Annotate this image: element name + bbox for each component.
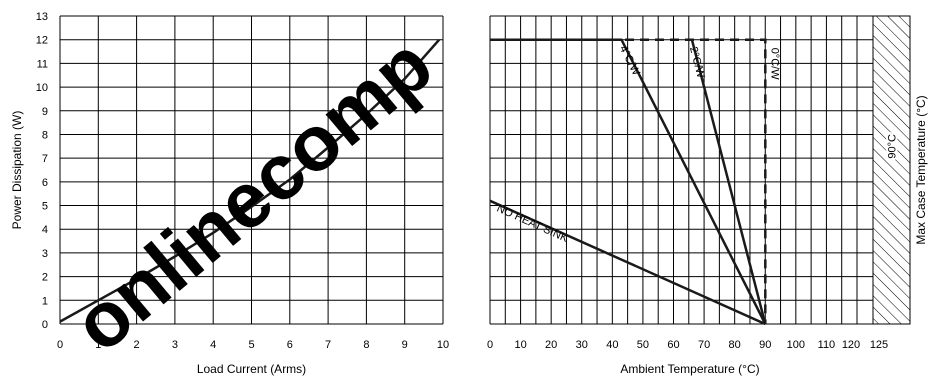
right-chart-hatched-region-label: 90°C: [887, 134, 899, 159]
right-chart-hatched-region: [872, 15, 911, 325]
left-chart-grid: [59, 15, 444, 325]
x-tick-label: 9: [402, 339, 408, 351]
y-tick-label: 13: [36, 11, 48, 23]
x-tick-label: 5: [248, 339, 254, 351]
x-tick-label: 8: [363, 339, 369, 351]
y-tick-label: 0: [42, 319, 48, 331]
x-tick-label: 110: [818, 339, 836, 351]
series-label-no-heat-sink: NO HEAT SINK: [495, 203, 570, 246]
y-tick-label: 10: [36, 82, 48, 94]
x-tick-label: 70: [698, 339, 710, 351]
y-tick-label: 3: [42, 248, 48, 260]
y-tick-label: 2: [42, 272, 48, 284]
left-chart-x-axis-label: Load Current (Arms): [197, 362, 306, 376]
x-tick-label: 7: [325, 339, 331, 351]
y-tick-label: 11: [37, 58, 48, 70]
x-tick-label: 4: [210, 339, 216, 351]
x-tick-label: 20: [545, 339, 557, 351]
y-tick-label: 8: [42, 129, 48, 141]
x-tick-label: 3: [172, 339, 178, 351]
x-tick-label: 120: [842, 339, 860, 351]
watermark: onlinecomp: [57, 20, 449, 369]
series-line: [489, 199, 766, 326]
x-tick-label: 10: [437, 339, 449, 351]
x-tick-label: 60: [667, 339, 679, 351]
x-tick-label: 0: [487, 339, 493, 351]
x-tick-label: 30: [576, 339, 588, 351]
left-chart-x-ticks: 0 1 2 3 4 5 6 7 8 9 10: [57, 339, 449, 351]
series-line: [490, 38, 767, 324]
x-tick-label: 2: [134, 339, 140, 351]
left-chart-y-axis-label: Power Dissipation (W): [10, 111, 24, 230]
y-tick-label: 12: [36, 35, 48, 47]
left-chart-series: [59, 38, 441, 323]
x-tick-label: 100: [787, 339, 805, 351]
x-tick-label: 40: [606, 339, 618, 351]
x-tick-label: 0: [57, 339, 63, 351]
series-line: [690, 39, 767, 325]
series-line: [490, 38, 767, 325]
series-label-0cw: 0°C/W: [768, 48, 780, 81]
y-tick-label: 4: [42, 224, 48, 236]
x-tick-label: 1: [95, 339, 101, 351]
y-tick-label: 9: [42, 106, 48, 118]
right-chart-x-ticks: 0 10 20 30 40 50 60 70 80 90 100 110 120 125: [487, 339, 888, 351]
series-line: [59, 38, 441, 323]
y-tick-label: 7: [42, 153, 48, 165]
x-tick-label: 90: [759, 339, 771, 351]
y-tick-label: 5: [42, 201, 48, 213]
x-tick-label: 80: [729, 339, 741, 351]
x-tick-label: 10: [514, 339, 526, 351]
right-chart-x-axis-label: Ambient Temperature (°C): [620, 362, 759, 376]
x-tick-label: 6: [287, 339, 293, 351]
series-label-4cw: 4°C/W: [617, 44, 642, 78]
y-tick-label: 6: [42, 177, 48, 189]
y-tick-label: 1: [42, 295, 48, 307]
x-tick-label: 125: [870, 339, 888, 351]
right-chart-grid: [489, 15, 911, 325]
right-chart-series: [489, 38, 767, 326]
x-tick-label: 50: [637, 339, 649, 351]
right-chart-y-axis-label: Max Case Temperature (°C): [914, 95, 928, 244]
